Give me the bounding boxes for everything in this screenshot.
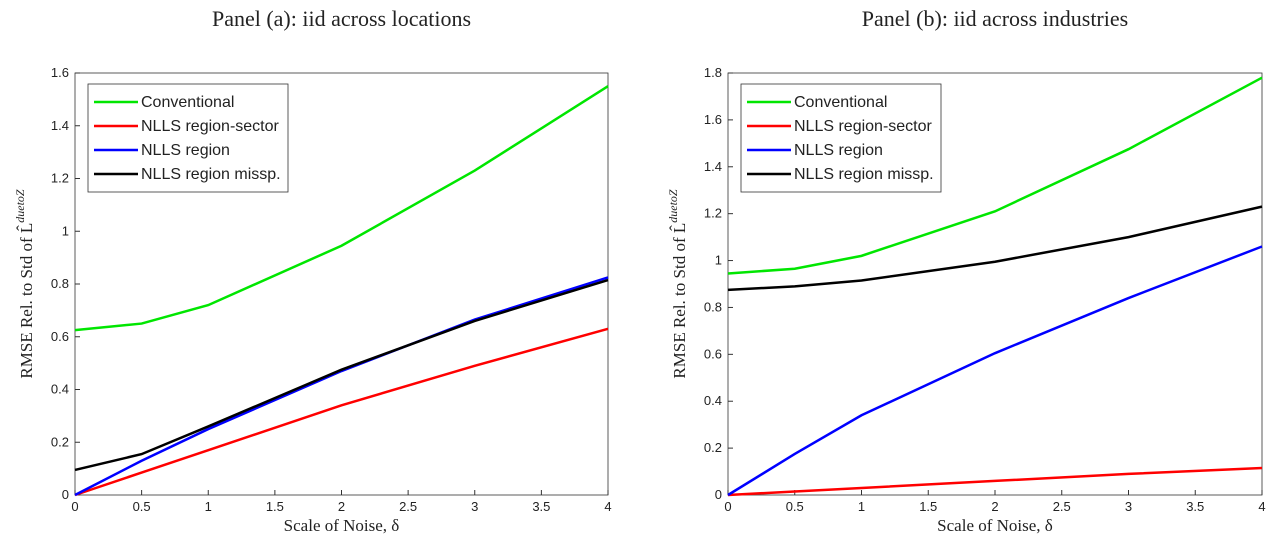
y-tick-label: 1.4	[704, 159, 722, 174]
y-tick-label: 0.2	[51, 434, 69, 449]
x-tick-label: 3.5	[532, 499, 550, 514]
x-tick-label: 1	[858, 499, 865, 514]
x-tick-label: 3	[1125, 499, 1132, 514]
legend-label: Conventional	[141, 94, 234, 111]
x-tick-label: 2.5	[1053, 499, 1071, 514]
series-line	[74, 278, 609, 472]
y-tick-label: 1.8	[704, 65, 722, 80]
y-tick-label: 0.8	[704, 299, 722, 314]
series-line	[727, 466, 1263, 497]
x-tick-label: 3.5	[1186, 499, 1204, 514]
y-tick-label: 1.6	[704, 112, 722, 127]
y-tick-label: 0.8	[51, 276, 69, 291]
legend-label: NLLS region missp.	[141, 166, 281, 183]
x-tick-label: 0.5	[133, 499, 151, 514]
y-axis-label-main: RMSE Rel. to Std of L̂	[670, 223, 689, 379]
y-tick-label: 1	[62, 223, 69, 238]
series-line	[74, 85, 609, 332]
x-tick-label: 3	[471, 499, 478, 514]
x-tick-label: 0.5	[786, 499, 804, 514]
series-line	[74, 327, 609, 497]
x-tick-label: 4	[604, 499, 611, 514]
y-tick-label: 1.6	[51, 65, 69, 80]
y-tick-label: 0	[62, 487, 69, 502]
x-tick-label: 1	[205, 499, 212, 514]
legend-label: NLLS region	[141, 142, 230, 159]
x-axis-label: Scale of Noise, δ	[284, 516, 400, 535]
y-tick-label: 1.2	[704, 206, 722, 221]
series-line	[727, 245, 1263, 497]
x-tick-label: 4	[1258, 499, 1265, 514]
y-tick-label: 0.4	[51, 382, 69, 397]
y-tick-label: 1	[715, 253, 722, 268]
y-axis-label-main: RMSE Rel. to Std of L̂	[17, 223, 36, 379]
y-tick-label: 0.4	[704, 393, 722, 408]
x-tick-label: 1.5	[919, 499, 937, 514]
x-tick-label: 0	[71, 499, 78, 514]
x-tick-label: 2	[991, 499, 998, 514]
series-line	[727, 76, 1263, 275]
y-tick-label: 1.2	[51, 171, 69, 186]
x-tick-label: 2.5	[399, 499, 417, 514]
x-tick-label: 2	[338, 499, 345, 514]
legend-label: NLLS region-sector	[794, 118, 933, 135]
y-tick-label: 0.6	[704, 346, 722, 361]
y-tick-label: 1.4	[51, 118, 69, 133]
y-tick-label: 0.2	[704, 440, 722, 455]
y-tick-label: 0	[715, 487, 722, 502]
legend-label: NLLS region	[794, 142, 883, 159]
y-axis-label-sup: duetoZ	[13, 189, 27, 223]
y-axis-label-sup: duetoZ	[666, 189, 680, 223]
y-tick-label: 0.6	[51, 329, 69, 344]
legend-label: NLLS region missp.	[794, 166, 934, 183]
chart-title: Panel (b): iid across industries	[862, 6, 1128, 31]
legend-label: NLLS region-sector	[141, 118, 280, 135]
x-tick-label: 0	[724, 499, 731, 514]
series-line	[74, 276, 609, 497]
y-axis-label: RMSE Rel. to Std of L̂duetoZ	[666, 189, 689, 379]
series-line	[727, 205, 1263, 292]
x-tick-label: 1.5	[266, 499, 284, 514]
chart-title: Panel (a): iid across locations	[212, 6, 471, 31]
x-axis-label: Scale of Noise, δ	[937, 516, 1053, 535]
y-axis-label: RMSE Rel. to Std of L̂duetoZ	[13, 189, 36, 379]
legend-label: Conventional	[794, 94, 887, 111]
